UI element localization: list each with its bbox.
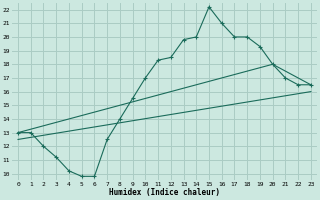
X-axis label: Humidex (Indice chaleur): Humidex (Indice chaleur) <box>109 188 220 197</box>
